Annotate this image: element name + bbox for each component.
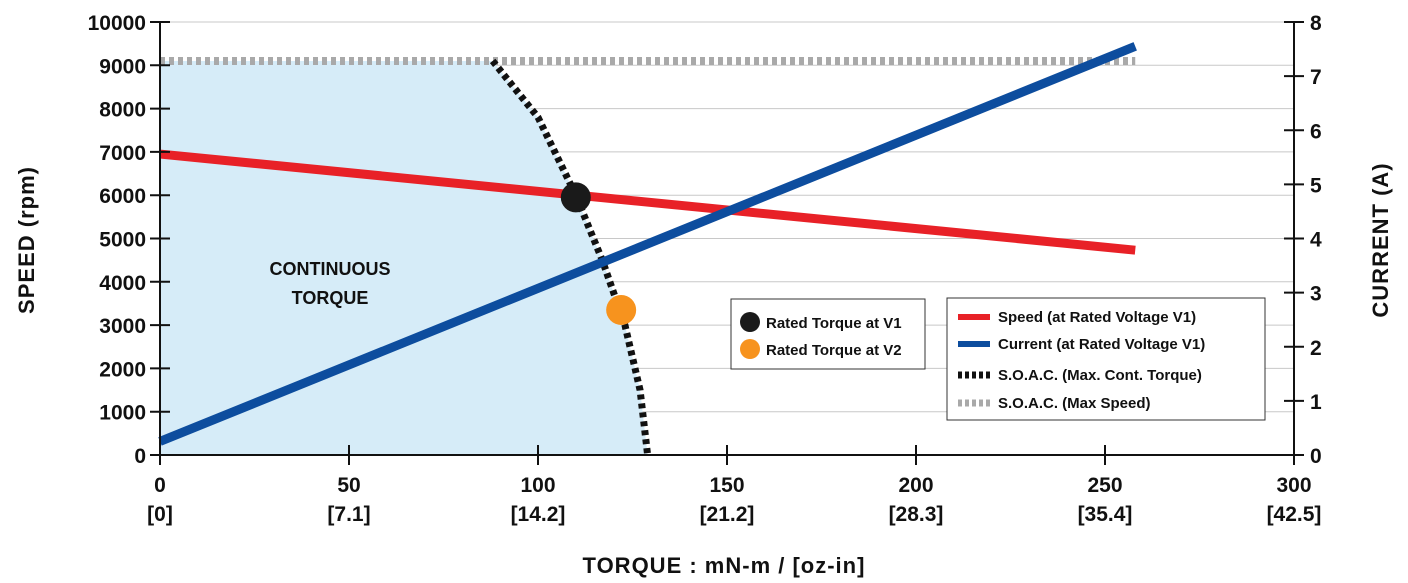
- point-legend-box: [730, 298, 926, 370]
- x-tick-label-2: 100: [520, 474, 555, 497]
- y2-tick-label-2: 2: [1310, 337, 1322, 360]
- y2-tick-label-4: 4: [1310, 229, 1322, 252]
- point-marker-1: [606, 294, 637, 325]
- y2-tick-label-0: 0: [1310, 445, 1322, 468]
- region-label-line-2: TORQUE: [292, 288, 369, 308]
- tick-labels: 0100020003000400050006000700080009000100…: [88, 12, 1322, 526]
- x-tick-label-3: 150: [709, 474, 744, 497]
- x-tick-label-secondary-5: [35.4]: [1078, 503, 1133, 526]
- y-tick-label-5: 5000: [99, 229, 146, 252]
- x-tick-label-secondary-1: [7.1]: [327, 503, 370, 526]
- y2-tick-label-6: 6: [1310, 120, 1322, 143]
- series-line-1: [158, 42, 1137, 446]
- point-legend-label-v2: Rated Torque at V2: [766, 342, 902, 359]
- x-tick-label-secondary-0: [0]: [147, 503, 173, 526]
- y-tick-label-7: 7000: [99, 142, 146, 165]
- y2-tick-label-1: 1: [1310, 391, 1322, 414]
- series-legend: Speed (at Rated Voltage V1) Current (at …: [946, 297, 1266, 421]
- y-tick-label-10: 10000: [88, 12, 146, 35]
- point-marker-0: [560, 182, 591, 213]
- x-tick-label-secondary-4: [28.3]: [889, 503, 944, 526]
- y-tick-label-9: 9000: [99, 55, 146, 78]
- y-tick-label-8: 8000: [99, 99, 146, 122]
- y-tick-label-4: 4000: [99, 272, 146, 295]
- legend-label-speed: Speed (at Rated Voltage V1): [998, 309, 1196, 326]
- axes: [150, 21, 1304, 465]
- region-label-line-1: CONTINUOUS: [270, 259, 391, 279]
- y2-tick-label-3: 3: [1310, 283, 1322, 306]
- legend-label-soac-torque: S.O.A.C. (Max. Cont. Torque): [998, 367, 1202, 384]
- x-tick-label-secondary-3: [21.2]: [700, 503, 755, 526]
- series-legend-box: [946, 297, 1266, 421]
- x-tick-label-1: 50: [337, 474, 360, 497]
- continuous-torque-region: [160, 60, 648, 455]
- y2-tick-label-8: 8: [1310, 12, 1322, 35]
- points-layer: [560, 182, 637, 325]
- y-tick-label-6: 6000: [99, 185, 146, 208]
- y2-tick-label-7: 7: [1310, 66, 1322, 89]
- y2-axis-title: CURRENT (A): [1368, 162, 1393, 317]
- y2-tick-label-5: 5: [1310, 174, 1322, 197]
- x-tick-label-5: 250: [1087, 474, 1122, 497]
- legend-label-soac-speed: S.O.A.C. (Max Speed): [998, 395, 1151, 412]
- point-legend-swatch-v1: [740, 312, 760, 332]
- x-tick-label-0: 0: [154, 474, 166, 497]
- series-line-0: [159, 149, 1136, 255]
- x-tick-label-4: 200: [898, 474, 933, 497]
- x-tick-label-6: 300: [1276, 474, 1311, 497]
- y-tick-label-0: 0: [134, 445, 146, 468]
- point-legend: Rated Torque at V1 Rated Torque at V2: [730, 298, 926, 370]
- y-tick-label-3: 3000: [99, 315, 146, 338]
- legend-label-current: Current (at Rated Voltage V1): [998, 336, 1205, 353]
- y-tick-label-2: 2000: [99, 358, 146, 381]
- y-axis-title: SPEED (rpm): [14, 166, 39, 314]
- x-tick-label-secondary-6: [42.5]: [1267, 503, 1322, 526]
- point-legend-label-v1: Rated Torque at V1: [766, 315, 902, 332]
- y-tick-label-1: 1000: [99, 402, 146, 425]
- series-layer: [158, 42, 1137, 456]
- x-tick-label-secondary-2: [14.2]: [511, 503, 566, 526]
- x-axis-title: TORQUE : mN-m / [oz-in]: [583, 553, 866, 578]
- point-legend-swatch-v2: [740, 339, 760, 359]
